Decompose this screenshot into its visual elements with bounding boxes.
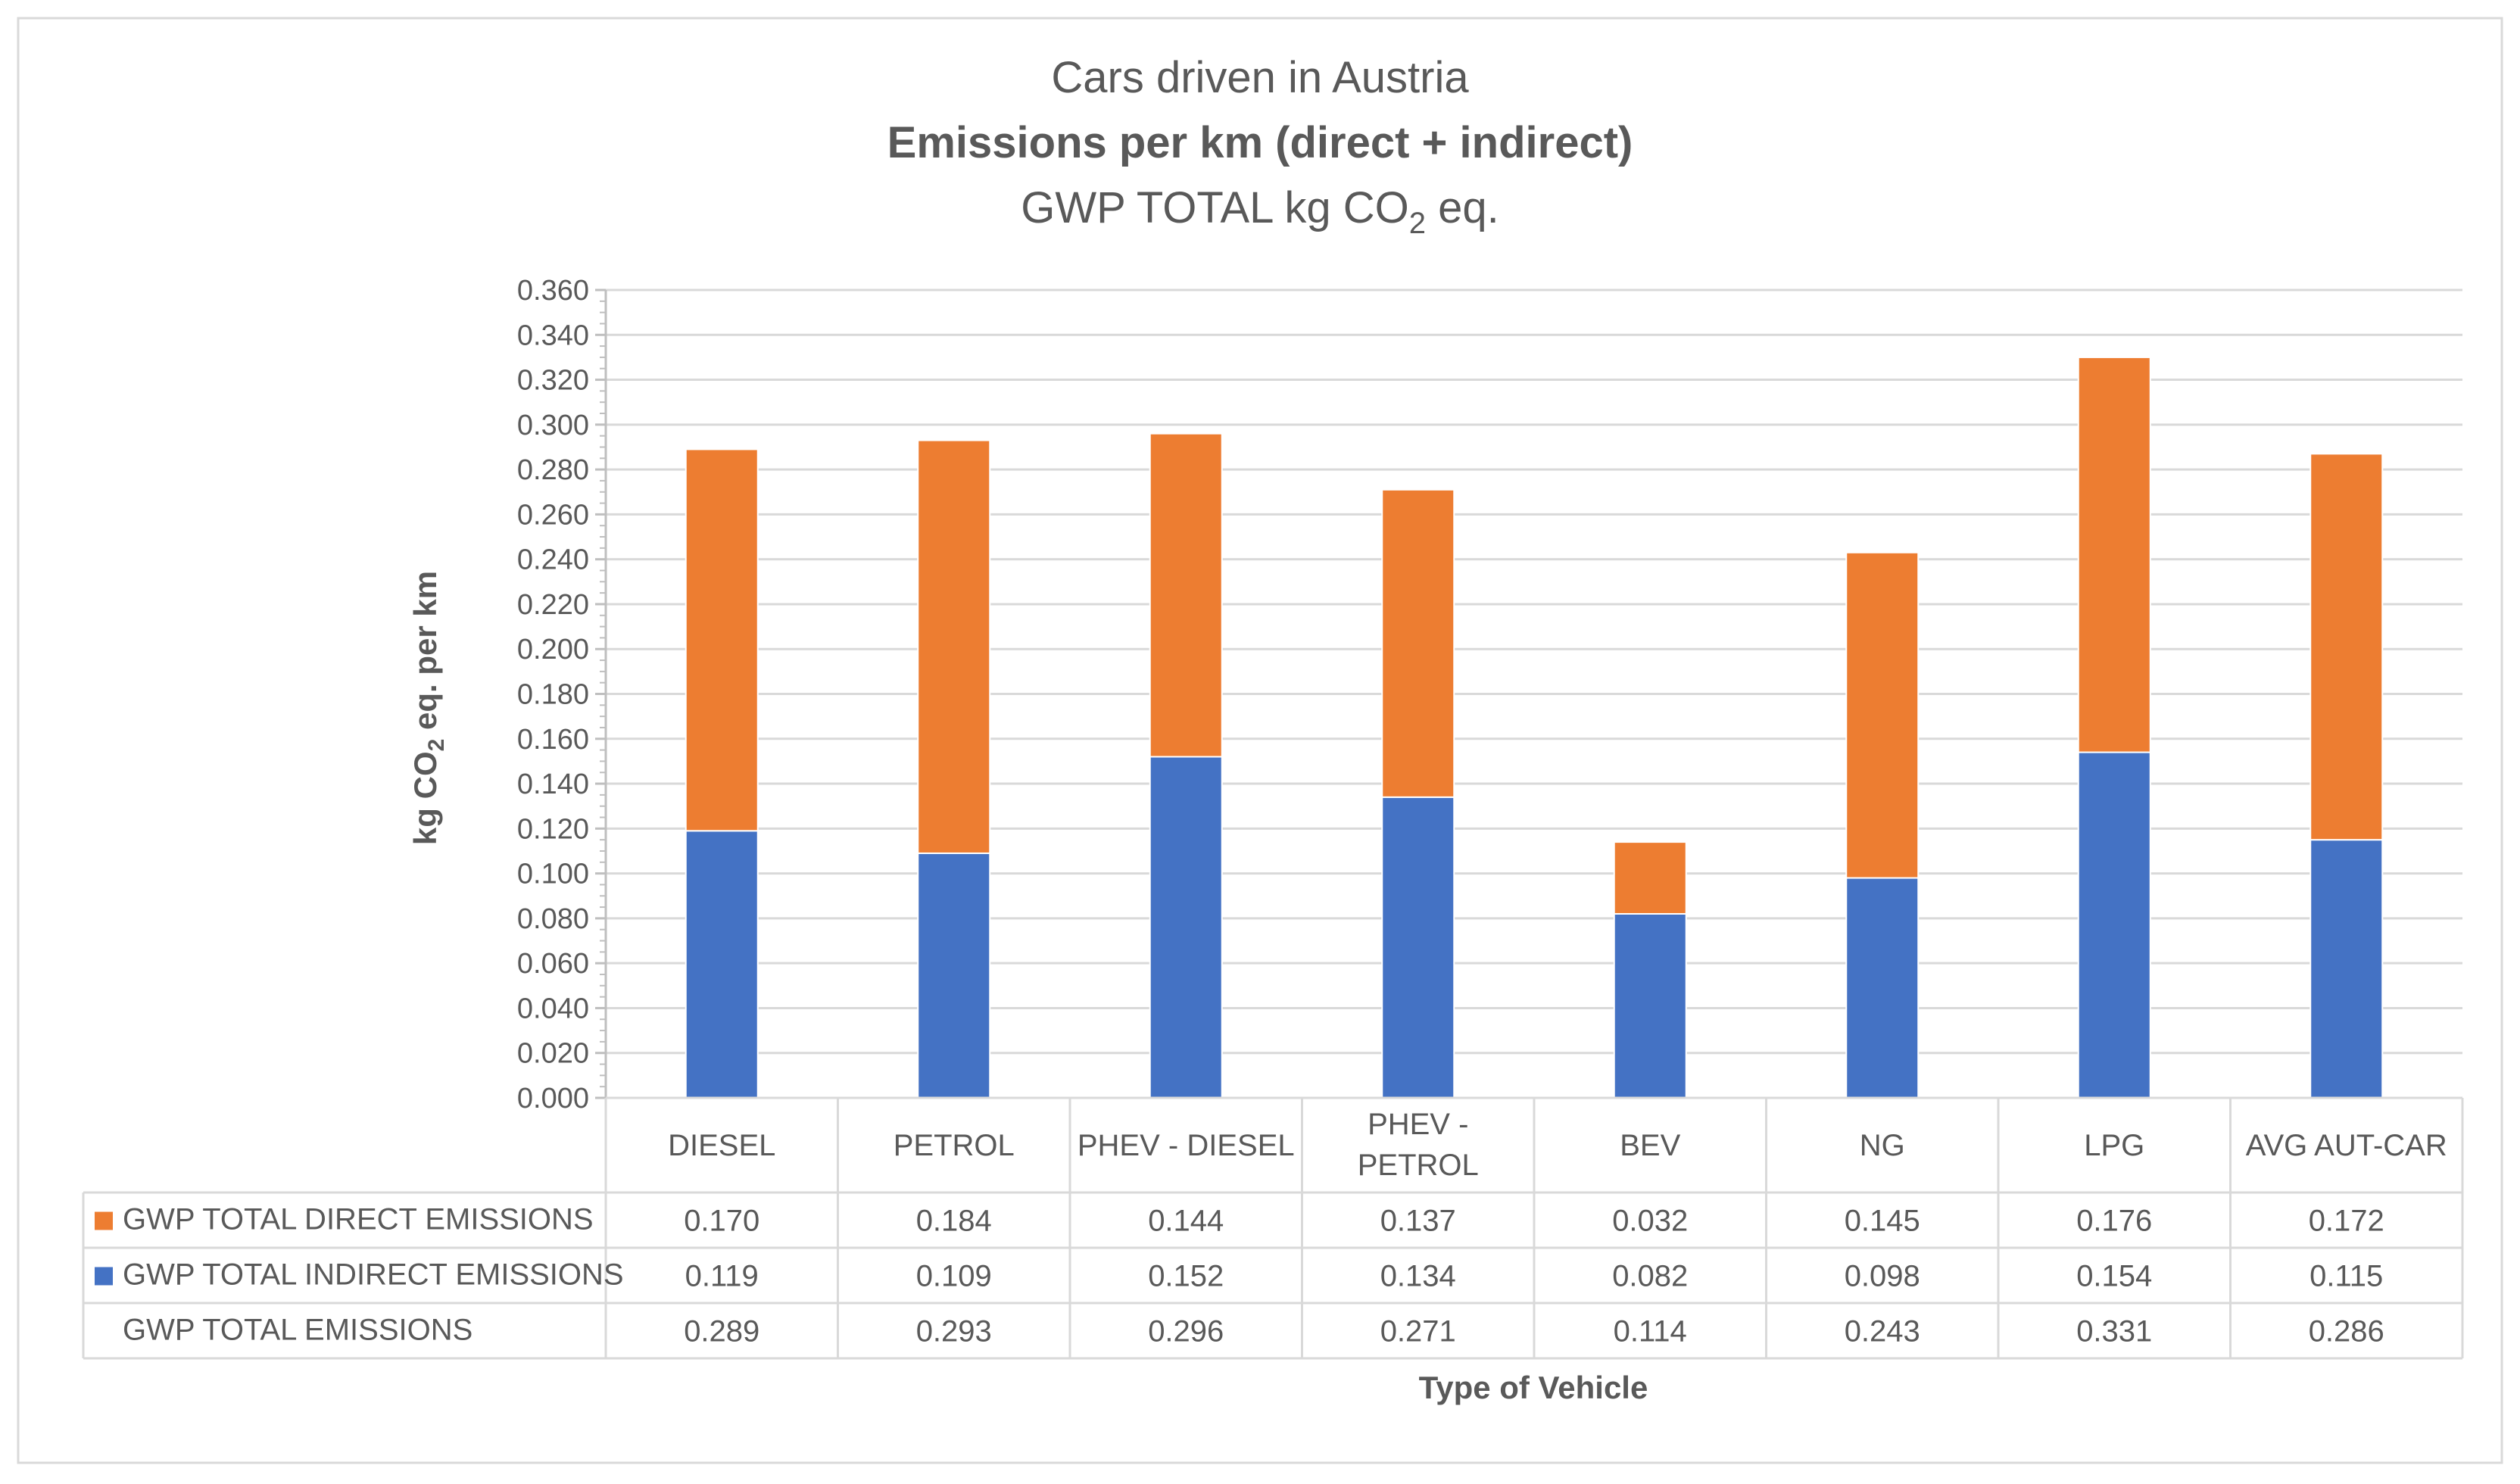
- y-tick-label: 0.320: [517, 365, 589, 397]
- bar-indirect: [1149, 756, 1223, 1099]
- y-tick-label: 0.340: [517, 320, 589, 351]
- y-tick-label: 0.040: [517, 993, 589, 1024]
- y-tick-label: 0.120: [517, 813, 589, 845]
- data-label: 0.082: [1612, 1260, 1688, 1293]
- bar-indirect: [917, 852, 991, 1099]
- data-label: 0.289: [684, 1315, 759, 1348]
- y-tick-label: 0.060: [517, 948, 589, 980]
- bar-direct: [2077, 356, 2151, 753]
- y-tick-label: 0.280: [517, 454, 589, 486]
- category-label: PHEV - DIESEL: [1078, 1129, 1295, 1162]
- y-tick-label: 0.100: [517, 859, 589, 890]
- bar-direct: [1149, 432, 1223, 758]
- data-label: 0.152: [1148, 1260, 1224, 1293]
- category-label: BEV: [1620, 1129, 1680, 1162]
- bar-indirect: [2077, 751, 2151, 1099]
- data-label: 0.144: [1148, 1205, 1224, 1238]
- y-tick-label: 0.220: [517, 589, 589, 621]
- data-label: 0.154: [2076, 1260, 2152, 1293]
- y-tick-label: 0.300: [517, 410, 589, 441]
- data-label: 0.114: [1614, 1315, 1687, 1348]
- data-label: 0.172: [2309, 1205, 2384, 1238]
- bar-indirect: [1613, 912, 1687, 1099]
- bar-direct: [1845, 551, 1920, 879]
- y-tick-label: 0.260: [517, 499, 589, 531]
- chart-titles: Cars driven in Austria Emissions per km …: [887, 53, 1633, 240]
- chart-subtitle: Emissions per km (direct + indirect): [887, 118, 1633, 167]
- y-tick-label: 0.200: [517, 634, 589, 666]
- data-label: 0.119: [685, 1260, 759, 1293]
- bar-direct: [685, 448, 759, 832]
- bar-direct: [2309, 453, 2384, 841]
- y-axis-title: kg CO2 eq. per km: [407, 571, 449, 845]
- data-label: 0.032: [1612, 1205, 1688, 1238]
- legend-label: GWP TOTAL EMISSIONS: [123, 1314, 472, 1347]
- data-label: 0.137: [1380, 1205, 1456, 1238]
- data-label: 0.271: [1380, 1315, 1456, 1348]
- y-tick-label: 0.020: [517, 1038, 589, 1070]
- bar-indirect: [1845, 877, 1920, 1099]
- category-label: PETROL: [1358, 1149, 1479, 1182]
- data-label: 0.286: [2309, 1315, 2384, 1348]
- data-label: 0.243: [1845, 1315, 1920, 1348]
- gridlines: [606, 288, 2462, 1055]
- legend-swatch: [95, 1267, 113, 1286]
- bar-indirect: [1381, 796, 1455, 1099]
- category-label: LPG: [2084, 1129, 2144, 1162]
- chart-title: Cars driven in Austria: [1051, 53, 1469, 102]
- bar-direct: [917, 439, 991, 854]
- y-tick-label: 0.080: [517, 903, 589, 935]
- bar-direct: [1613, 841, 1687, 915]
- data-label: 0.176: [2076, 1205, 2152, 1238]
- y-tick-label: 0.180: [517, 679, 589, 711]
- data-table: DIESEL PETROL PHEV - DIESEL PHEV - PETROL BEV…: [82, 1096, 2464, 1360]
- category-label: PETROL: [894, 1129, 1015, 1162]
- bar-indirect: [2309, 839, 2384, 1099]
- data-label: 0.293: [916, 1315, 992, 1348]
- y-tick-label: 0.140: [517, 768, 589, 800]
- category-label: NG: [1860, 1129, 1905, 1162]
- data-label: 0.109: [916, 1260, 992, 1293]
- y-tick-label: 0.360: [517, 275, 589, 307]
- data-label: 0.115: [2309, 1260, 2383, 1293]
- x-axis-title: Type of Vehicle: [1419, 1370, 1648, 1405]
- legend-swatch: [95, 1211, 113, 1230]
- y-tick-label: 0.160: [517, 724, 589, 756]
- legend-label: GWP TOTAL INDIRECT EMISSIONS: [123, 1258, 624, 1292]
- y-tick-label: 0.240: [517, 544, 589, 576]
- bar-direct: [1381, 488, 1455, 798]
- legend-label: GWP TOTAL DIRECT EMISSIONS: [123, 1203, 594, 1236]
- chart-subtitle-units: GWP TOTAL kg CO2 eq.: [1021, 183, 1499, 240]
- data-label: 0.145: [1845, 1205, 1920, 1238]
- data-label: 0.134: [1380, 1260, 1456, 1293]
- data-label: 0.170: [684, 1205, 759, 1238]
- data-label: 0.331: [2076, 1315, 2152, 1348]
- y-tick-label: 0.000: [517, 1083, 589, 1115]
- y-axis: 0.000 0.020 0.040 0.060 0.080 0.100 0.120 0.140…: [517, 275, 607, 1115]
- data-label: 0.184: [916, 1205, 992, 1238]
- bars: [685, 356, 2384, 1099]
- data-label: 0.296: [1148, 1315, 1224, 1348]
- data-label: 0.098: [1845, 1260, 1920, 1293]
- category-label: DIESEL: [668, 1129, 775, 1162]
- bar-indirect: [685, 830, 759, 1099]
- category-label: PHEV -: [1368, 1108, 1468, 1141]
- category-label: AVG AUT-CAR: [2246, 1129, 2447, 1162]
